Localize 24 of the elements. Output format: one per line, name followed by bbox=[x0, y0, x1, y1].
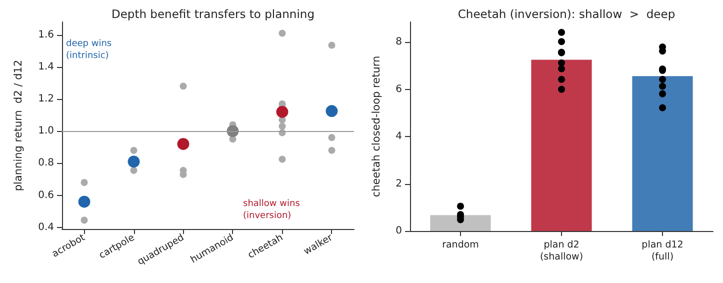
y-tick-label: 4 bbox=[396, 131, 402, 142]
y-tick-label: 2 bbox=[396, 178, 402, 190]
bar bbox=[430, 215, 491, 231]
y-tick-label: 1.0 bbox=[38, 126, 54, 137]
x-tick-label: plan d12 (full) bbox=[642, 240, 684, 262]
y-tick-label: 0.6 bbox=[38, 190, 54, 201]
y-tick-label: 8 bbox=[396, 36, 402, 48]
y-tick-label: 6 bbox=[396, 84, 402, 95]
x-tick-label: random bbox=[442, 240, 479, 250]
y-tick-label: 1.6 bbox=[38, 29, 54, 40]
y-axis-title: cheetah closed-loop return bbox=[370, 56, 382, 198]
y-axis-title: planning return d2 / d12 bbox=[12, 60, 24, 192]
annotation: shallow wins (inversion) bbox=[243, 199, 300, 221]
chart-title: Cheetah (inversion): shallow > deep bbox=[458, 7, 676, 21]
y-tick-label: 0.8 bbox=[38, 158, 54, 169]
y-tick-label: 0.4 bbox=[38, 222, 54, 233]
y-tick-label: 0 bbox=[396, 226, 402, 236]
y-tick-label: 1.2 bbox=[38, 94, 54, 105]
annotation: deep wins (intrinsic) bbox=[66, 39, 112, 61]
x-tick-label: plan d2 (shallow) bbox=[540, 240, 584, 262]
chart-title: Depth benefit transfers to planning bbox=[112, 7, 314, 21]
bar bbox=[531, 60, 592, 231]
bar bbox=[632, 76, 693, 231]
y-tick-label: 1.4 bbox=[38, 61, 54, 72]
